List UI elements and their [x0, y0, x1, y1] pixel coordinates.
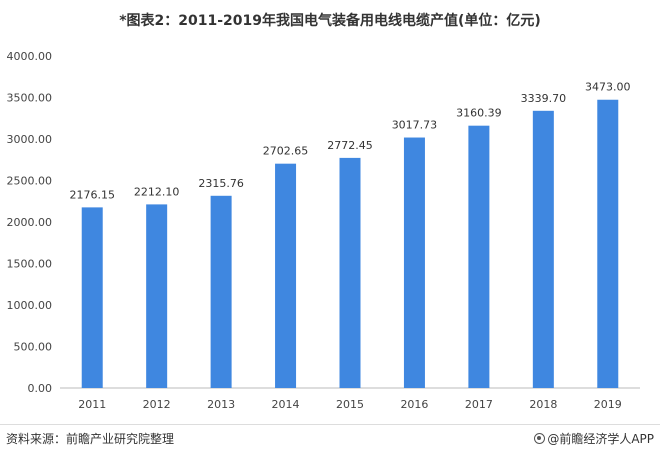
bar-2017 [468, 125, 490, 389]
data-label-2014: 2702.65 [263, 145, 309, 158]
brand-text: @前瞻经济学人APP [547, 432, 654, 446]
data-label-2011: 2176.15 [69, 188, 115, 201]
bar-chart: 0.00 500.00 1000.00 1500.00 2000.00 2500.00 30… [7, 50, 640, 411]
x-tick-label: 2012 [143, 398, 171, 411]
x-axis-ticks: 2011 2012 2013 2014 2015 2016 2017 2018 2019 [78, 398, 622, 411]
x-tick-label: 2014 [272, 398, 300, 411]
y-tick-label: 1000.00 [7, 299, 53, 312]
data-label-2017: 3160.39 [456, 107, 502, 120]
x-tick-label: 2016 [400, 398, 428, 411]
footer-divider [0, 424, 660, 425]
data-label-2013: 2315.76 [198, 177, 244, 190]
y-tick-label: 2000.00 [7, 216, 53, 229]
y-tick-label: 3000.00 [7, 133, 53, 146]
data-label-2015: 2772.45 [327, 139, 373, 152]
y-tick-label: 1500.00 [7, 258, 53, 271]
bar-2013 [210, 195, 232, 388]
data-label-2019: 3473.00 [585, 81, 631, 94]
data-label-2018: 3339.70 [521, 92, 567, 105]
y-tick-label: 2500.00 [7, 175, 53, 188]
data-labels: 2176.15 2212.10 2315.76 2702.65 2772.45 3017.… [69, 81, 630, 202]
brand-logo-icon [534, 433, 546, 444]
x-tick-label: 2013 [207, 398, 235, 411]
x-tick-label: 2015 [336, 398, 364, 411]
y-tick-label: 3500.00 [7, 92, 53, 105]
x-tick-label: 2018 [529, 398, 557, 411]
bar-2012 [146, 204, 168, 388]
y-axis-ticks: 0.00 500.00 1000.00 1500.00 2000.00 2500.00 30… [7, 50, 53, 395]
chart-title: *图表2：2011-2019年我国电气装备用电线电缆产值(单位：亿元) [119, 13, 541, 29]
bar-2014 [275, 163, 297, 388]
bar-2011 [81, 207, 103, 388]
data-label-2016: 3017.73 [392, 119, 438, 132]
brand-credit: @前瞻经济学人APP [534, 430, 654, 447]
data-label-2012: 2212.10 [134, 185, 180, 198]
y-tick-label: 4000.00 [7, 50, 53, 63]
bar-2018 [532, 110, 554, 388]
y-tick-label: 500.00 [14, 341, 53, 354]
x-tick-label: 2011 [78, 398, 106, 411]
y-tick-label: 0.00 [28, 382, 53, 395]
bar-2015 [339, 157, 361, 388]
bar-2016 [403, 137, 425, 388]
x-tick-label: 2019 [594, 398, 622, 411]
bar-series [81, 99, 619, 389]
source-note: 资料来源：前瞻产业研究院整理 [6, 432, 175, 446]
bar-2019 [597, 99, 619, 388]
x-tick-label: 2017 [465, 398, 493, 411]
